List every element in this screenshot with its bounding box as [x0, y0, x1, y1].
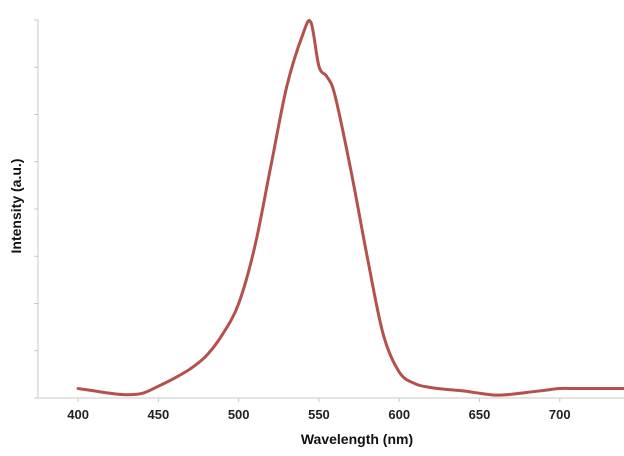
x-axis-ticks: 400 450 500 550 600 650 700	[67, 398, 571, 422]
x-tick-label: 500	[228, 407, 250, 422]
y-axis-ticks	[34, 19, 38, 399]
x-tick-label: 650	[469, 407, 491, 422]
x-tick-label: 550	[308, 407, 330, 422]
series-layer	[76, 18, 624, 397]
x-tick-label: 700	[549, 407, 571, 422]
spectrum-line	[76, 18, 624, 397]
x-tick-label: 600	[388, 407, 410, 422]
x-axis-label: Wavelength (nm)	[301, 431, 413, 447]
x-tick-label: 450	[148, 407, 170, 422]
y-axis-label: Intensity (a.u.)	[8, 159, 24, 254]
x-tick-label: 400	[67, 407, 89, 422]
